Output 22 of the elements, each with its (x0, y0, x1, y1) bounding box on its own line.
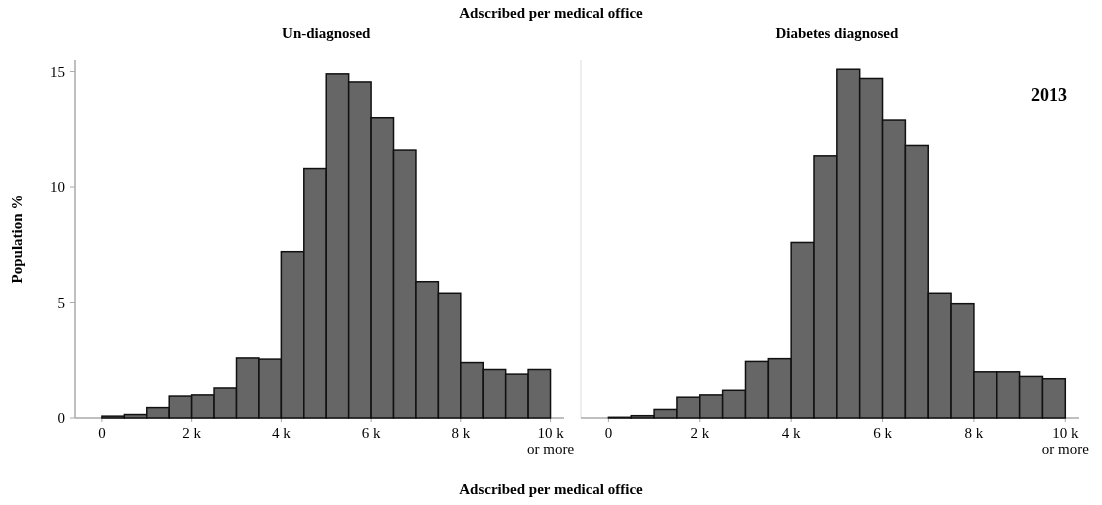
x-tick-label: 6 k (361, 425, 381, 441)
x-tick-label: 2 k (182, 425, 202, 441)
chart-title: Un-diagnosed (282, 25, 372, 41)
x-tick-label: 8 k (451, 425, 471, 441)
y-axis-title: Population % (9, 194, 25, 284)
x-tick-label: 10 k or more (527, 425, 575, 457)
y-tick-label: 0 (57, 410, 65, 426)
y-tick-label: 15 (50, 63, 65, 80)
annotation: 2013 (1031, 85, 1067, 105)
x-axis-title: Adscribed per medical office (459, 481, 644, 497)
x-tick-label: 0 (604, 425, 613, 441)
text: Adscribed per medical office (459, 5, 644, 21)
x-tick-label: 4 k (781, 425, 802, 441)
x-tick-label: 6 k (873, 425, 893, 441)
y-tick-label: 10 (50, 179, 65, 196)
x-tick-label: 2 k (690, 425, 710, 441)
x-tick-label: 4 k (271, 425, 292, 441)
x-tick-label: 10 k or more (1041, 425, 1090, 457)
x-tick-label: 0 (98, 425, 106, 441)
x-tick-label: 8 k (964, 425, 984, 441)
chart-title: Diabetes diagnosed (775, 25, 899, 41)
y-tick-label: 5 (57, 294, 65, 311)
